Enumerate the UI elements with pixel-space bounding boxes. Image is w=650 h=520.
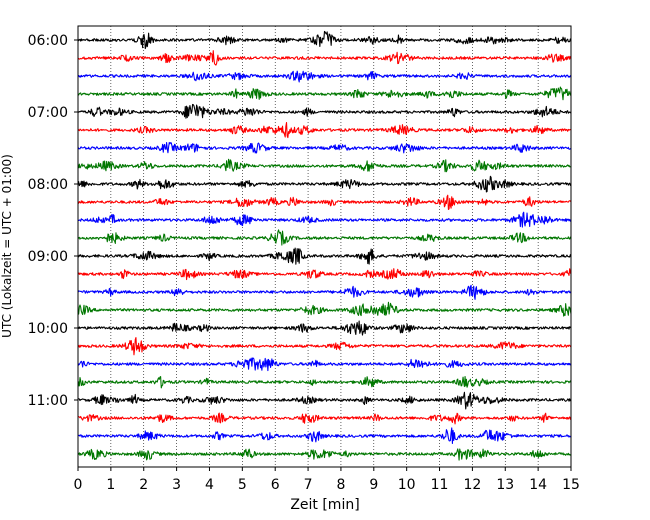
trace-line	[77, 357, 572, 372]
y-tick-label: 09:00	[28, 249, 68, 265]
x-tick-label: 8	[336, 477, 345, 493]
trace-line	[77, 158, 572, 173]
y-tick-label: 08:00	[28, 177, 68, 193]
x-tick-label: 3	[172, 477, 181, 493]
y-tick-label: 10:00	[28, 321, 68, 337]
trace-line	[77, 284, 572, 300]
x-tick-label: 15	[562, 477, 580, 493]
y-tick-label: 11:00	[28, 393, 68, 409]
x-tick-label: 4	[205, 477, 214, 493]
trace-line	[77, 30, 572, 50]
trace-line	[77, 412, 572, 425]
trace-line	[77, 211, 572, 228]
x-tick-label: 1	[106, 477, 115, 493]
y-axis-label: UTC (Lokalzeit = UTC + 01:00)	[0, 154, 14, 338]
x-tick-label: 5	[238, 477, 247, 493]
trace-line	[77, 247, 572, 265]
y-tick-label: 06:00	[28, 33, 68, 49]
x-tick-label: 10	[398, 477, 416, 493]
trace-line	[77, 427, 572, 445]
x-tick-label: 14	[529, 477, 547, 493]
x-tick-label: 9	[369, 477, 378, 493]
trace-line	[77, 301, 572, 317]
trace-line	[77, 229, 572, 246]
x-axis-label: Zeit [min]	[290, 497, 359, 513]
x-tick-label: 11	[431, 477, 449, 493]
trace-line	[77, 121, 572, 139]
trace-line	[77, 376, 572, 389]
seismic-traces	[77, 30, 572, 461]
trace-line	[77, 50, 572, 66]
trace-line	[77, 391, 572, 410]
trace-line	[77, 194, 572, 211]
trace-line	[77, 175, 572, 193]
x-tick-label: 12	[463, 477, 481, 493]
x-tick-label: 0	[74, 477, 83, 493]
plot-frame	[77, 25, 572, 468]
trace-line	[77, 86, 572, 101]
y-tick-label: 07:00	[28, 105, 68, 121]
trace-line	[77, 448, 572, 461]
y-axis: 06:00 07:00 08:00 09:00 10:00 11:00	[28, 33, 78, 409]
trace-line	[77, 337, 572, 356]
x-tick-label: 6	[271, 477, 280, 493]
trace-line	[77, 103, 572, 119]
x-tick-label: 13	[496, 477, 514, 493]
x-tick-label: 2	[139, 477, 148, 493]
trace-line	[77, 268, 572, 281]
plot-background	[78, 26, 571, 467]
x-tick-label: 7	[304, 477, 313, 493]
trace-line	[77, 70, 572, 83]
trace-line	[77, 320, 572, 336]
x-axis: 0 1 2 3 4 5 6 7 8 9 10 11 12 13 14 15	[74, 467, 580, 493]
trace-line	[77, 141, 572, 154]
